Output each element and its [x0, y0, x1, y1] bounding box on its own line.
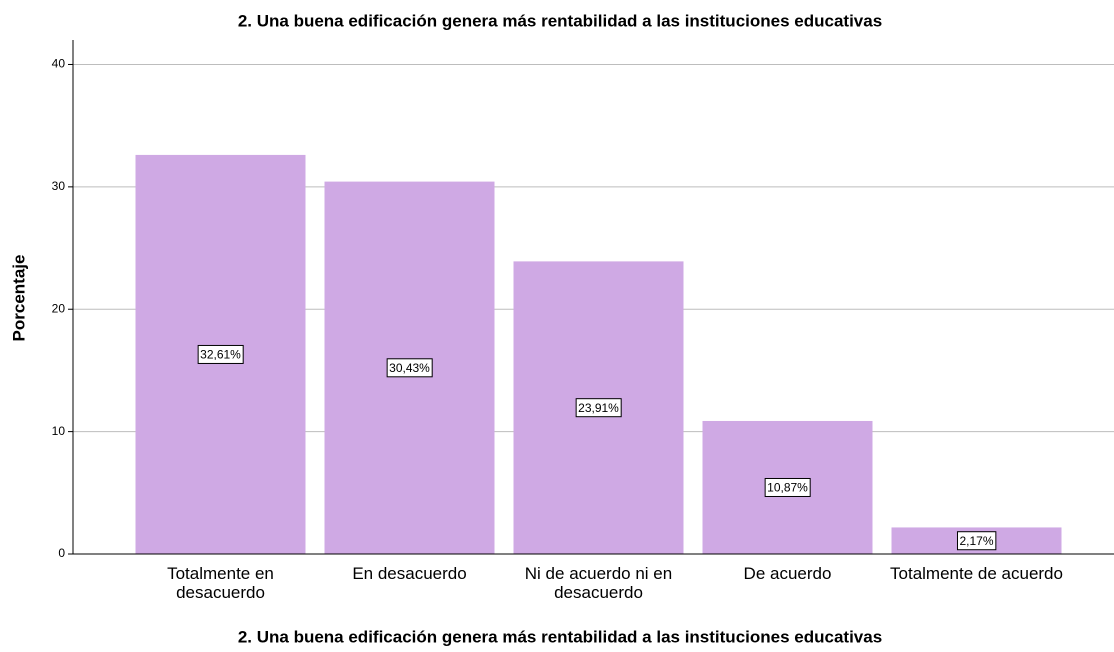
- value-label-box: [386, 358, 433, 378]
- value-label-box: [575, 398, 622, 418]
- y-tick-label: 10: [52, 424, 66, 438]
- y-axis-title: Porcentaje: [9, 255, 28, 342]
- value-label: 10,87%: [767, 481, 808, 495]
- value-label: 23,91%: [578, 401, 619, 415]
- value-label-box: [956, 531, 997, 551]
- x-tick-label: En desacuerdo: [352, 564, 467, 583]
- chart-title: 2. Una buena edificación genera más rent…: [238, 11, 882, 30]
- value-label: 2,17%: [959, 534, 993, 548]
- x-tick-label-box: Totalmente en desacuerdo: [167, 564, 274, 602]
- x-tick-label-box: Ni de acuerdo ni en desacuerdo: [524, 564, 673, 602]
- y-tick-label: 0: [58, 546, 65, 560]
- x-tick-label: Totalmente en desacuerdo: [167, 564, 274, 602]
- x-tick-label-box: De acuerdo: [743, 564, 832, 583]
- x-tick-label: De acuerdo: [743, 564, 832, 583]
- y-tick-label: 40: [52, 57, 66, 71]
- x-tick-label: Ni de acuerdo ni en desacuerdo: [524, 564, 673, 602]
- value-label: 30,43%: [389, 361, 430, 375]
- x-tick-label: Totalmente de acuerdo: [890, 564, 1063, 583]
- value-label: 32,61%: [200, 348, 241, 362]
- value-label-box: [764, 477, 811, 497]
- x-tick-label-box: Totalmente de acuerdo: [890, 564, 1063, 583]
- y-tick-label: 30: [52, 179, 66, 193]
- value-label-box: [197, 344, 244, 364]
- x-axis-title: 2. Una buena edificación genera más rent…: [238, 627, 882, 646]
- x-tick-label-box: En desacuerdo: [352, 564, 467, 583]
- y-tick-label: 20: [52, 301, 66, 315]
